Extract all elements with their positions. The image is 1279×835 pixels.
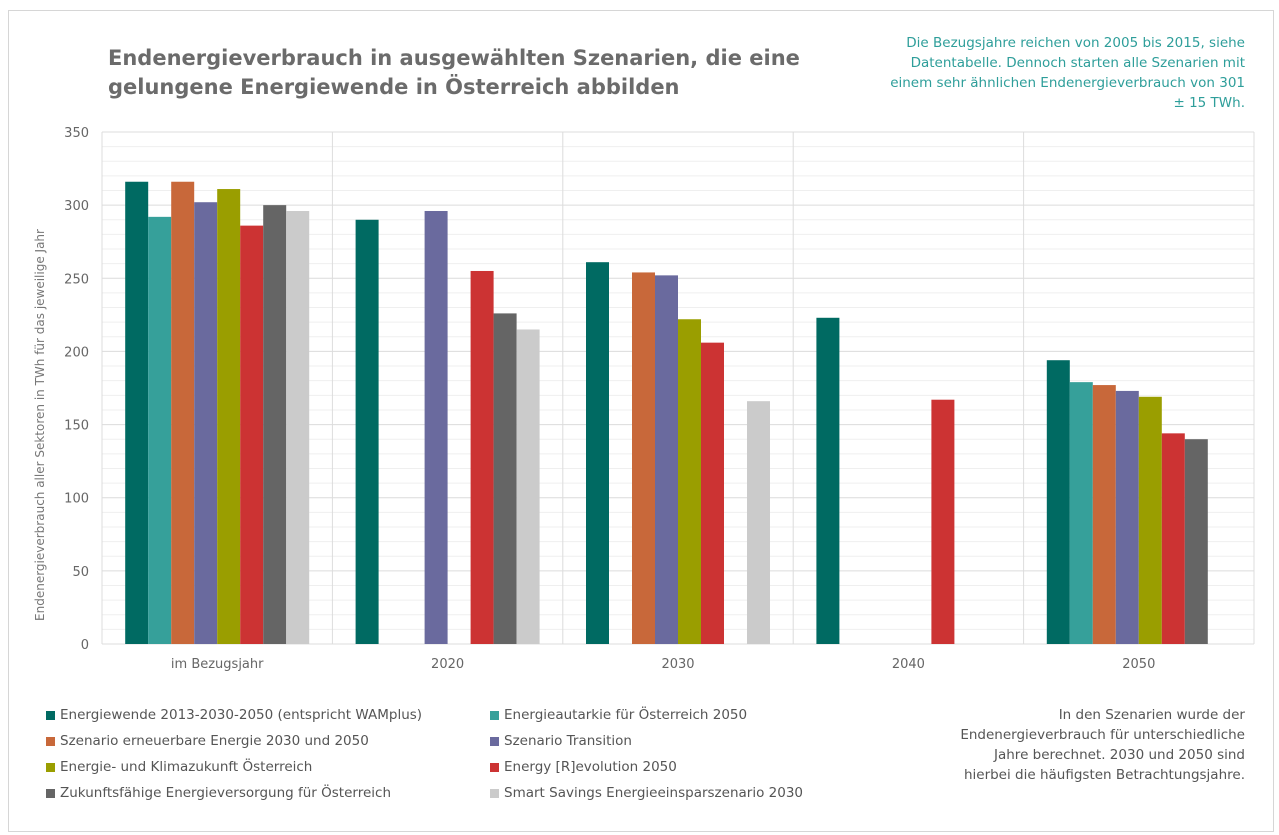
bar [747, 401, 770, 644]
top-note: Die Bezugsjahre reichen von 2005 bis 201… [890, 35, 1245, 111]
legend-swatch [46, 788, 55, 798]
bar [286, 210, 310, 644]
bar [171, 181, 195, 645]
legend-item: Energieautarkie für Österreich 2050 [490, 707, 747, 723]
legend-swatch [46, 762, 55, 772]
bar [424, 210, 448, 644]
y-tick-label: 200 [64, 345, 89, 360]
bar [470, 270, 494, 644]
bar [931, 399, 955, 644]
legend-item: Energie- und Klimazukunft Österreich [46, 759, 312, 775]
bar [125, 181, 149, 645]
legend-swatch [46, 710, 55, 720]
legend-item: Szenario Transition [490, 733, 632, 749]
bar [1138, 396, 1162, 644]
legend-swatch [490, 788, 499, 798]
bar [355, 219, 379, 644]
bar [194, 202, 218, 644]
bar [816, 317, 840, 644]
legend-swatch [490, 710, 499, 720]
legend-item: Energiewende 2013-2030-2050 (entspricht … [46, 707, 422, 723]
bar [1046, 360, 1070, 644]
bottom-note: In den Szenarien wurde der Endenergiever… [960, 707, 1245, 783]
bar [516, 329, 540, 644]
bars [125, 181, 1208, 645]
bar [701, 342, 724, 644]
bar [1161, 433, 1185, 644]
y-tick-label: 50 [72, 565, 89, 580]
bar [632, 272, 655, 644]
bar [240, 225, 264, 644]
x-tick-labels: im Bezugsjahr 2020 2030 2040 2050 [171, 657, 1155, 672]
y-tick-label: 350 [64, 126, 89, 141]
x-tick-label: 2030 [661, 657, 694, 672]
chart-title: Endenergieverbrauch in ausgewählten Szen… [108, 46, 800, 99]
y-tick-label: 100 [64, 492, 89, 507]
y-tick-label: 150 [64, 419, 89, 434]
x-tick-label: im Bezugsjahr [171, 657, 264, 672]
legend-item: Smart Savings Energieeinsparszenario 203… [490, 785, 803, 801]
y-tick-label: 0 [81, 638, 89, 653]
legend-label: Smart Savings Energieeinsparszenario 203… [504, 785, 803, 801]
legend-label: Energy [R]evolution 2050 [504, 759, 677, 775]
legend-swatch [490, 736, 499, 746]
legend-item: Energy [R]evolution 2050 [490, 759, 677, 775]
bar [263, 205, 287, 644]
legend-label: Szenario Transition [504, 733, 632, 749]
y-axis-label: Endenergieverbrauch aller Sektoren in TW… [33, 229, 47, 621]
legend-item: Zukunftsfähige Energieversorgung für Öst… [46, 785, 391, 801]
bar [148, 216, 172, 645]
bar [217, 189, 241, 644]
x-tick-label: 2050 [1122, 657, 1155, 672]
x-tick-label: 2020 [431, 657, 464, 672]
x-tick-label: 2040 [892, 657, 925, 672]
bar [678, 319, 701, 644]
legend-swatch [46, 736, 55, 746]
y-tick-label: 250 [64, 272, 89, 287]
legend-label: Energie- und Klimazukunft Österreich [60, 759, 313, 775]
legend-label: Zukunftsfähige Energieversorgung für Öst… [60, 785, 391, 801]
bar [1069, 382, 1093, 644]
bar [1092, 385, 1116, 644]
legend-label: Energieautarkie für Österreich 2050 [504, 707, 748, 723]
bar [655, 275, 678, 644]
y-tick-labels: 0 50 100 150 200 250 300 350 [64, 126, 89, 653]
bar-chart: 0 50 100 150 200 250 300 350 im Bezugsjahr 2020 2… [33, 126, 1255, 672]
bar [1184, 439, 1208, 644]
y-tick-label: 300 [64, 199, 89, 214]
bar [586, 262, 609, 644]
bar [1115, 390, 1139, 644]
legend-swatch [490, 762, 499, 772]
legend-label: Szenario erneuerbare Energie 2030 und 20… [60, 733, 369, 749]
bar [493, 313, 517, 644]
legend-label: Energiewende 2013-2030-2050 (entspricht … [60, 707, 423, 723]
legend-item: Szenario erneuerbare Energie 2030 und 20… [46, 733, 369, 749]
